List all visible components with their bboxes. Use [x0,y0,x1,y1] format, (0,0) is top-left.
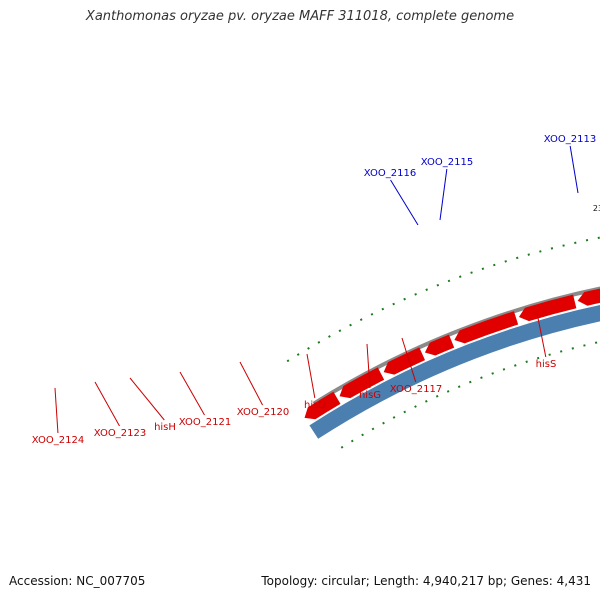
gene-arrow-minus [304,391,341,420]
accession-text: Accession: NC_007705 [9,574,146,588]
topology-text: Topology: circular; Length: 4,940,217 bp… [261,574,591,588]
gene-arrow-minus [577,288,600,306]
leader-line [401,337,417,383]
leader-line [536,312,547,358]
gene-label-minus: XOO_2123 [94,428,146,439]
gene-arrow-minus [424,334,455,356]
gene-arrow-minus [339,367,385,399]
gene-label-plus: XOO_2115 [421,157,473,168]
leader-line [239,361,263,406]
ruler-label: 2351 kbp [593,204,600,213]
map-title: Xanthomonas oryzae pv. oryzae MAFF 31101… [85,9,515,24]
leader-line [94,381,120,427]
gene-label-minus: XOO_2121 [179,417,231,428]
leader-line [569,145,579,194]
gene-arrow-minus [518,294,577,322]
gene-arrow-minus [454,311,519,344]
leader-line [306,353,316,399]
gene-label-plus: XOO_2113 [544,134,596,145]
gene-label-minus: XOO_2117 [390,384,442,395]
gene-label-minus: hisH [154,422,176,433]
gene-label-plus: XOO_2116 [364,168,416,179]
gene-label-minus: XOO_2124 [32,435,84,446]
leader-line [366,343,371,389]
leader-line [439,168,448,221]
gene-label-minus: hisS [536,359,557,370]
leader-line [179,371,205,416]
gene-label-minus: XOO_2120 [237,407,289,418]
leader-line [390,179,419,226]
gene-label-minus: hisG [359,390,381,401]
leader-line [129,377,165,421]
cds-bar-blue [309,305,600,439]
leader-line [54,387,59,434]
gene-label-minus: hisD [304,400,326,411]
gene-arrow-minus [383,347,426,375]
